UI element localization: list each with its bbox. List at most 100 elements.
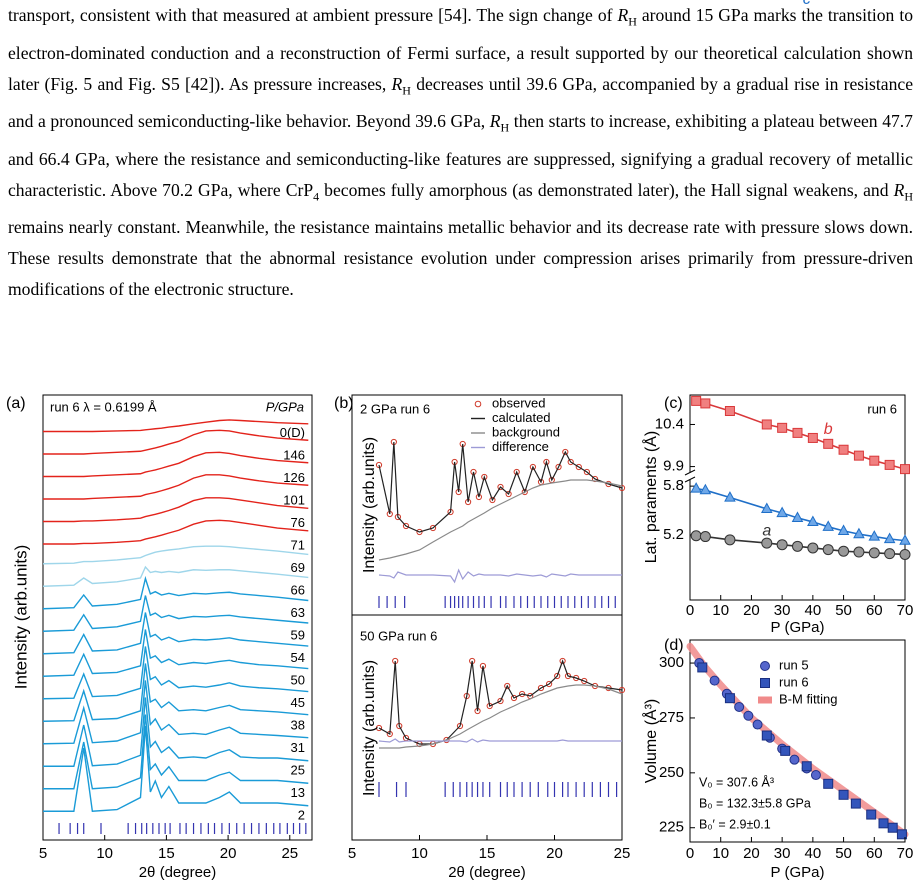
data-point — [899, 548, 911, 560]
data-point — [884, 459, 895, 470]
axis-break — [686, 473, 694, 480]
data-point — [567, 458, 574, 466]
annotation: B₀ = 132.3±5.8 GPa — [699, 796, 811, 810]
series-label: c — [803, 0, 811, 8]
profile-line — [379, 684, 623, 749]
x-tick-label: 30 — [774, 602, 791, 619]
x-tick-label: 50 — [835, 602, 852, 619]
curve-label: 76 — [291, 515, 305, 530]
x-tick-label: 20 — [546, 845, 563, 862]
data-point — [734, 701, 745, 712]
data-point — [823, 438, 834, 449]
x-tick-label: 15 — [158, 845, 175, 862]
panel-label: (d) — [664, 637, 684, 654]
xrd-curve — [43, 419, 309, 433]
data-point — [899, 534, 911, 545]
data-point — [724, 491, 736, 502]
data-point — [546, 680, 553, 688]
curve-label: 38 — [291, 717, 305, 732]
data-point — [543, 458, 550, 466]
data-point — [691, 395, 702, 406]
x-tick-label: 0 — [686, 602, 694, 619]
y-axis-label: Intensity (arb.units) — [361, 660, 378, 796]
data-point — [559, 657, 566, 665]
data-point — [690, 530, 702, 542]
annotation: run 6 λ = 0.6199 Å — [50, 399, 157, 414]
data-point — [699, 531, 711, 543]
curve-label: 66 — [291, 582, 305, 597]
profile-line — [378, 568, 622, 584]
data-point — [853, 527, 865, 539]
data-point — [761, 419, 772, 430]
annotation: B₀′ = 2.9±0.1 — [699, 817, 771, 831]
x-axis-label: P (GPa) — [771, 619, 825, 636]
curve-label: 50 — [291, 672, 305, 687]
data-point — [866, 809, 877, 820]
y-tick-label: 250 — [659, 764, 684, 781]
data-point — [554, 672, 561, 680]
curve-label: 69 — [291, 560, 305, 575]
text-run: transport, consistent with that measured… — [8, 5, 618, 25]
data-point — [581, 677, 588, 685]
data-point — [743, 710, 754, 721]
data-point — [537, 684, 545, 692]
legend-label: calculated — [492, 410, 551, 425]
data-point — [789, 754, 800, 765]
data-point — [497, 697, 504, 705]
plot-frame — [689, 639, 906, 843]
data-point — [416, 528, 423, 536]
x-tick-label: 20 — [743, 602, 760, 619]
data-point — [868, 530, 881, 541]
symbol: R — [617, 5, 629, 25]
text-run: becomes fully amorphous (as demonstrated… — [319, 179, 894, 200]
legend-marker — [474, 400, 482, 408]
legend-marker — [760, 661, 770, 671]
x-axis-label: 2θ (degree) — [448, 864, 526, 881]
legend-label: difference — [492, 439, 549, 454]
legend-label: B-M fitting — [779, 691, 838, 706]
x-tick-label: 40 — [805, 602, 822, 619]
curve-label: 45 — [291, 695, 305, 710]
data-point — [699, 483, 712, 495]
data-point — [850, 798, 861, 809]
x-tick-label: 70 — [897, 602, 914, 619]
curve-label: 101 — [283, 492, 305, 507]
data-point — [761, 537, 773, 549]
curve-label: 71 — [291, 537, 305, 552]
xrd-curve — [43, 697, 309, 767]
data-point — [513, 468, 520, 476]
x-tick-label: 20 — [743, 845, 760, 862]
x-tick-label: 10 — [712, 845, 729, 862]
data-point — [724, 534, 736, 546]
x-tick-label: 0 — [686, 845, 694, 862]
data-point — [489, 496, 496, 504]
data-point — [853, 546, 865, 558]
data-point — [869, 455, 880, 466]
data-point — [573, 674, 580, 682]
plot-frame — [42, 394, 313, 841]
xrd-curve — [43, 725, 309, 812]
data-point — [529, 463, 537, 471]
symbol: R — [391, 73, 403, 94]
legend-label: observed — [492, 395, 545, 410]
axis-break — [684, 469, 696, 476]
symbol: R — [489, 111, 501, 132]
data-point — [375, 724, 383, 732]
xrd-curve — [43, 451, 309, 478]
x-tick-label: 25 — [614, 845, 631, 862]
data-point — [443, 736, 450, 744]
y-axis-label: Volume (Å³) — [641, 699, 660, 783]
x-tick-label: 25 — [281, 845, 298, 862]
subscript: H — [500, 120, 510, 135]
data-point — [883, 532, 896, 544]
data-point — [822, 544, 834, 556]
x-tick-label: 30 — [774, 845, 791, 862]
xrd-curve — [42, 646, 309, 700]
legend-label: run 6 — [779, 674, 809, 689]
xrd-curve — [42, 612, 309, 655]
xrd-curve — [43, 497, 309, 523]
curve-label: 146 — [283, 447, 305, 462]
xrd-curve — [42, 680, 309, 745]
data-point — [810, 770, 821, 781]
